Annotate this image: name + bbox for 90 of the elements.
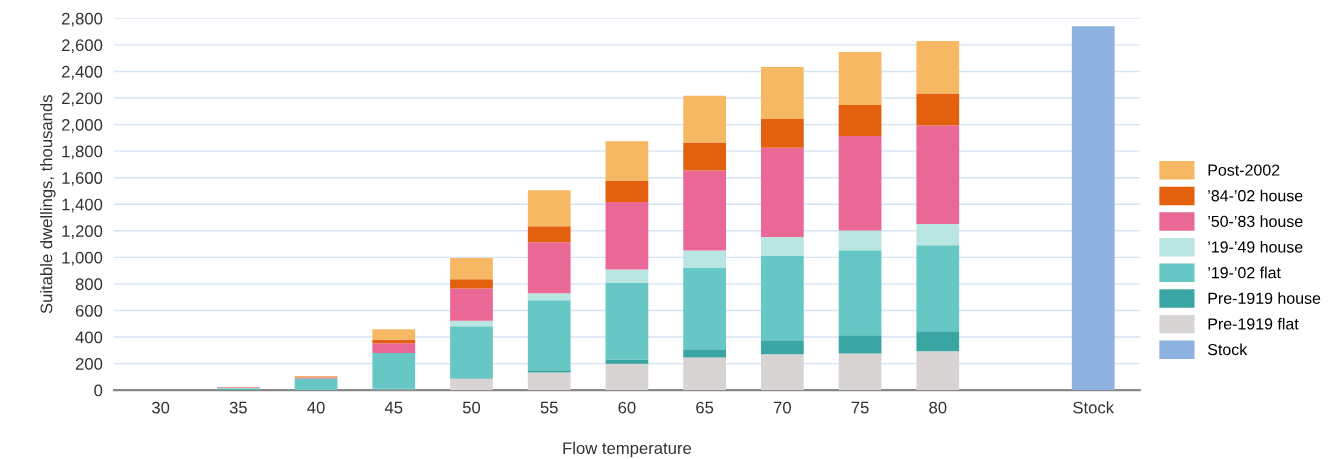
bar <box>683 95 727 143</box>
bar <box>838 52 882 106</box>
x-tick-label: 75 <box>851 401 869 414</box>
bar <box>916 40 960 94</box>
y-tick-label: 200 <box>75 357 103 370</box>
legend-label: ’19-’49 house <box>1208 240 1303 253</box>
bar <box>916 351 960 391</box>
legend-label: Pre-1919 house <box>1208 292 1321 304</box>
bar <box>760 354 804 391</box>
bar <box>683 170 727 251</box>
y-tick-label: 1,200 <box>62 225 103 239</box>
bar <box>294 378 338 391</box>
bar <box>916 331 960 352</box>
x-tick-label: 30 <box>151 401 170 414</box>
legend-label: Post-2002 <box>1208 164 1280 176</box>
x-tick-label: 45 <box>384 401 403 414</box>
bar <box>372 329 416 340</box>
x-tick-label: 50 <box>462 401 481 414</box>
bar <box>527 300 571 371</box>
x-tick-label: 55 <box>540 401 558 414</box>
bar <box>450 378 493 391</box>
y-tick-label: 2,600 <box>62 39 103 54</box>
bar <box>527 190 571 227</box>
y-tick-label: 400 <box>75 331 103 344</box>
bar <box>450 326 493 379</box>
x-tick-label: 70 <box>773 401 791 414</box>
bar <box>838 136 882 231</box>
bar <box>760 147 804 237</box>
y-tick-label: 0 <box>94 384 103 397</box>
x-axis-title: Flow temperature <box>563 441 692 458</box>
bar <box>605 202 649 270</box>
bar <box>916 224 960 246</box>
bar <box>838 230 882 251</box>
bar <box>838 353 882 391</box>
y-tick-label: 2,400 <box>62 65 103 80</box>
bar <box>838 105 882 136</box>
bar <box>605 363 649 391</box>
bar <box>450 279 493 289</box>
x-tick-label: 80 <box>929 401 947 414</box>
legend-label: Stock <box>1208 343 1248 356</box>
y-tick-label: 1,400 <box>62 198 103 213</box>
x-tick-label: 35 <box>229 401 247 414</box>
bar <box>605 282 649 360</box>
legend-label: ’84-’02 house <box>1208 189 1303 202</box>
bar <box>527 293 571 301</box>
bar <box>450 257 493 280</box>
bar <box>605 359 649 364</box>
bar <box>527 370 571 373</box>
x-tick-label: 65 <box>696 401 714 414</box>
legend-label: ’19-’02 flat <box>1208 266 1281 279</box>
bar <box>372 352 416 389</box>
y-tick-label: 2,800 <box>62 12 103 27</box>
bar <box>450 288 493 321</box>
y-tick-label: 1,800 <box>62 145 103 160</box>
x-tick-label: Stock <box>1073 401 1115 414</box>
bar <box>605 181 649 202</box>
bar <box>527 372 571 391</box>
bar <box>605 269 649 283</box>
bar <box>760 340 804 355</box>
bar <box>760 236 804 256</box>
bar <box>683 357 727 391</box>
bar <box>527 226 571 243</box>
bar <box>838 335 882 354</box>
y-axis-title: Suitable dwellings, thousands <box>40 95 56 314</box>
x-tick-label: 60 <box>618 401 636 414</box>
bar <box>1071 26 1115 391</box>
y-tick-label: 1,600 <box>62 172 103 186</box>
bar <box>760 255 804 341</box>
bar <box>683 349 727 358</box>
bar <box>683 267 727 350</box>
bar <box>916 93 960 126</box>
bar <box>760 119 804 148</box>
y-tick-label: 1,000 <box>62 251 103 266</box>
bar <box>683 250 727 268</box>
bar <box>372 343 416 353</box>
legend-label: Pre-1919 flat <box>1208 317 1299 330</box>
y-tick-label: 600 <box>75 304 103 317</box>
x-tick-label: 40 <box>307 401 325 414</box>
bar <box>760 67 804 120</box>
y-tick-label: 2,000 <box>62 118 103 133</box>
y-tick-label: 800 <box>75 278 103 291</box>
bar <box>838 250 882 336</box>
bar <box>450 320 493 327</box>
bar <box>916 245 960 332</box>
bar <box>527 242 571 294</box>
legend-label: ’50-’83 house <box>1208 215 1303 228</box>
bar <box>916 125 960 225</box>
y-tick-label: 2,200 <box>62 92 103 107</box>
bar <box>683 142 727 171</box>
bar <box>605 141 649 182</box>
